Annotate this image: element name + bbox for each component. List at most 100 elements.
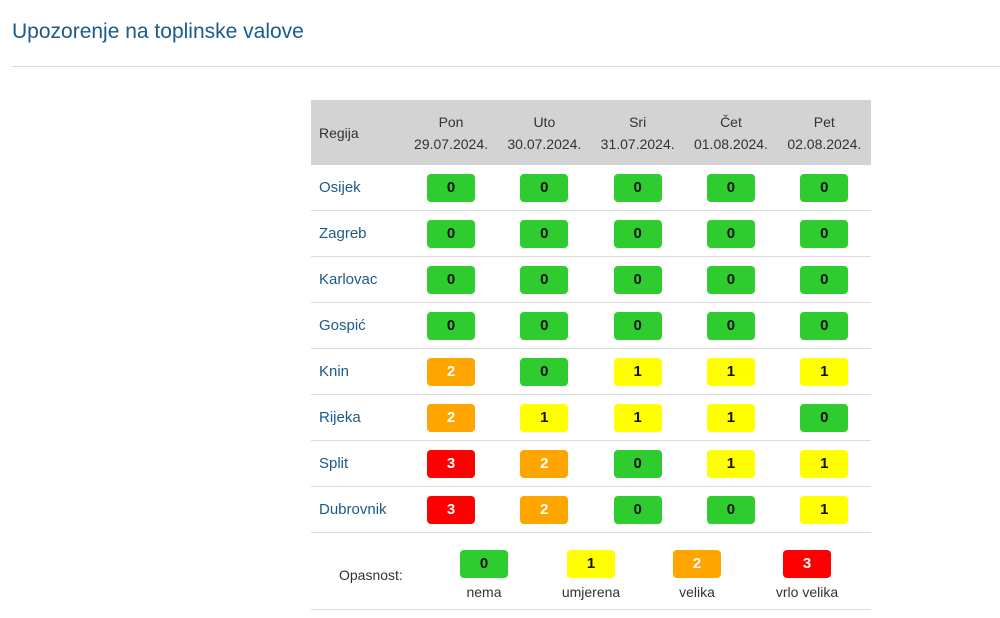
region-name[interactable]: Gospić — [311, 302, 405, 349]
danger-level-badge: 0 — [427, 311, 476, 340]
legend-badge: 2 — [673, 550, 721, 578]
day-name: Čet — [720, 113, 742, 130]
danger-level-badge: 1 — [613, 403, 662, 432]
table-row: Zagreb 0 0 0 0 0 — [311, 210, 871, 257]
region-name[interactable]: Rijeka — [311, 394, 405, 441]
title-divider — [12, 66, 1000, 67]
danger-level-badge: 3 — [427, 495, 476, 524]
level-cell: 1 — [684, 440, 778, 487]
danger-level-badge: 0 — [427, 219, 476, 248]
region-name[interactable]: Osijek — [311, 165, 405, 211]
day-column-header: Uto 30.07.2024. — [497, 100, 591, 165]
level-cell: 2 — [404, 348, 498, 395]
region-name[interactable]: Knin — [311, 348, 405, 395]
day-column-header: Sri 31.07.2024. — [591, 100, 685, 165]
danger-level-badge: 1 — [706, 403, 755, 432]
legend-label: Opasnost: — [339, 567, 403, 583]
level-cell: 0 — [591, 210, 685, 257]
danger-level-badge: 0 — [613, 265, 662, 294]
danger-level-badge: 0 — [706, 265, 755, 294]
level-cell: 1 — [684, 348, 778, 395]
level-cell: 2 — [404, 394, 498, 441]
legend-text: velika — [679, 584, 715, 600]
level-cell: 0 — [684, 165, 778, 211]
danger-level-badge: 1 — [800, 449, 849, 478]
danger-level-badge: 0 — [800, 311, 849, 340]
level-cell: 0 — [591, 302, 685, 349]
level-cell: 1 — [684, 394, 778, 441]
level-cell: 0 — [684, 486, 778, 533]
level-cell: 0 — [497, 256, 591, 303]
legend-item-0: 0 nema — [434, 550, 534, 600]
region-column-header: Regija — [311, 100, 405, 165]
legend-badge: 1 — [567, 550, 615, 578]
danger-level-badge: 0 — [520, 311, 569, 340]
table-row: Knin 2 0 1 1 1 — [311, 348, 871, 395]
danger-level-badge: 0 — [613, 449, 662, 478]
danger-level-badge: 0 — [800, 403, 849, 432]
legend-badge: 3 — [783, 550, 831, 578]
level-cell: 0 — [777, 165, 871, 211]
day-name: Pon — [438, 113, 464, 130]
level-cell: 0 — [684, 210, 778, 257]
level-cell: 2 — [497, 440, 591, 487]
day-date: 02.08.2024. — [787, 135, 862, 152]
level-cell: 0 — [777, 394, 871, 441]
danger-level-badge: 2 — [427, 403, 476, 432]
level-cell: 0 — [777, 256, 871, 303]
level-cell: 1 — [591, 394, 685, 441]
level-cell: 1 — [777, 440, 871, 487]
day-name: Pet — [813, 113, 835, 130]
danger-level-badge: 0 — [800, 173, 849, 202]
level-cell: 3 — [404, 486, 498, 533]
danger-level-badge: 0 — [427, 265, 476, 294]
danger-level-badge: 0 — [613, 495, 662, 524]
region-name[interactable]: Split — [311, 440, 405, 487]
day-name: Sri — [629, 113, 647, 130]
level-cell: 1 — [777, 486, 871, 533]
page-title: Upozorenje na toplinske valove — [12, 20, 304, 43]
level-cell: 0 — [497, 165, 591, 211]
heatwave-warning-table: Regija Pon 29.07.2024. Uto 30.07.2024. Sri… — [311, 100, 871, 533]
legend-text: nema — [466, 584, 502, 600]
danger-level-badge: 0 — [800, 265, 849, 294]
day-date: 01.08.2024. — [693, 135, 768, 152]
danger-level-badge: 0 — [800, 219, 849, 248]
danger-level-badge: 0 — [706, 219, 755, 248]
danger-level-badge: 1 — [520, 403, 569, 432]
level-cell: 0 — [497, 210, 591, 257]
region-name[interactable]: Zagreb — [311, 210, 405, 257]
danger-level-badge: 0 — [613, 219, 662, 248]
level-cell: 1 — [497, 394, 591, 441]
level-cell: 1 — [591, 348, 685, 395]
level-cell: 0 — [404, 256, 498, 303]
danger-level-badge: 1 — [613, 357, 662, 386]
danger-level-badge: 3 — [427, 449, 476, 478]
level-cell: 0 — [591, 440, 685, 487]
legend-item-1: 1 umjerena — [541, 550, 641, 600]
day-column-header: Pon 29.07.2024. — [404, 100, 498, 165]
region-name[interactable]: Dubrovnik — [311, 486, 405, 533]
danger-level-badge: 0 — [706, 173, 755, 202]
level-cell: 3 — [404, 440, 498, 487]
day-date: 29.07.2024. — [414, 135, 489, 152]
level-cell: 0 — [497, 348, 591, 395]
danger-level-badge: 0 — [613, 311, 662, 340]
danger-legend: Opasnost: 0 nema 1 umjerena 2 velika 3 v… — [311, 536, 871, 610]
level-cell: 0 — [684, 302, 778, 349]
legend-text: umjerena — [561, 584, 621, 600]
day-column-header: Čet 01.08.2024. — [684, 100, 778, 165]
day-date: 30.07.2024. — [507, 135, 582, 152]
danger-level-badge: 0 — [706, 311, 755, 340]
danger-level-badge: 0 — [706, 495, 755, 524]
danger-level-badge: 0 — [520, 265, 569, 294]
level-cell: 0 — [591, 486, 685, 533]
region-name[interactable]: Karlovac — [311, 256, 405, 303]
day-column-header: Pet 02.08.2024. — [777, 100, 871, 165]
day-date: 31.07.2024. — [600, 135, 675, 152]
danger-level-badge: 0 — [427, 173, 476, 202]
legend-badge: 0 — [460, 550, 508, 578]
level-cell: 0 — [404, 302, 498, 349]
table-row: Split 3 2 0 1 1 — [311, 440, 871, 487]
table-header-row: Regija Pon 29.07.2024. Uto 30.07.2024. Sri… — [311, 100, 871, 165]
